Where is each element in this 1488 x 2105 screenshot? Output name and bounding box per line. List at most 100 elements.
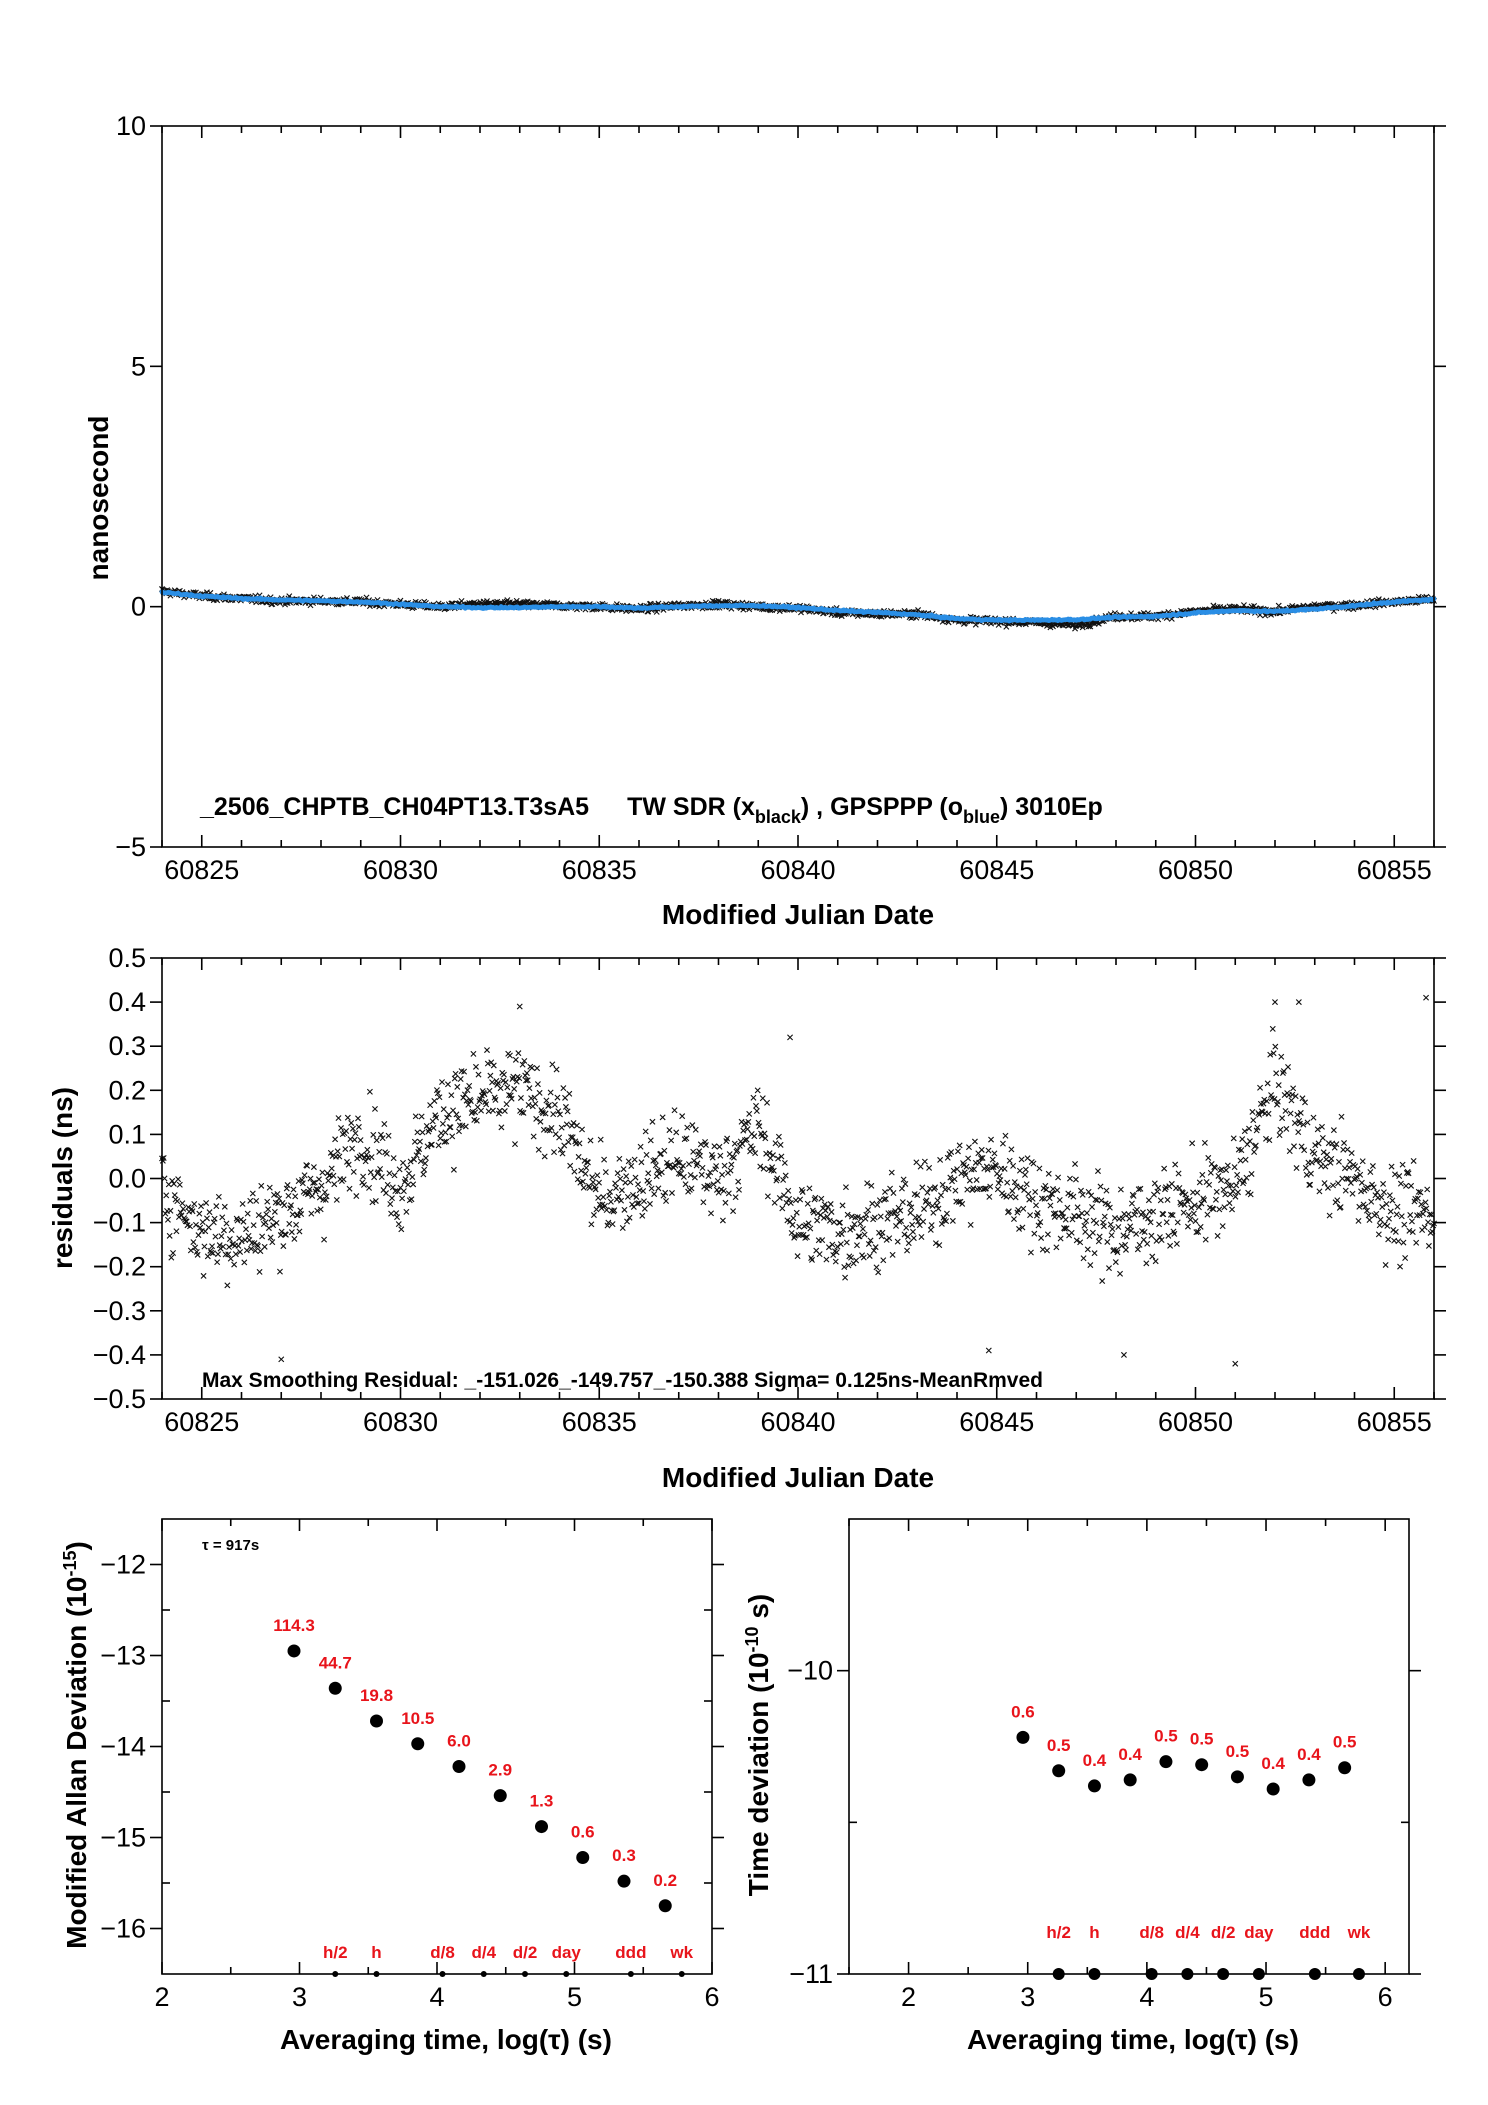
residual-point xyxy=(583,1164,590,1171)
residual-point xyxy=(1276,1132,1283,1139)
residual-point xyxy=(399,1195,406,1202)
y-tick-label: −0.2 xyxy=(93,1252,146,1282)
residual-point xyxy=(1237,1157,1244,1164)
residual-point xyxy=(333,1196,340,1203)
residual-point xyxy=(249,1190,256,1197)
residual-point xyxy=(682,1181,689,1188)
residual-point xyxy=(917,1163,924,1170)
residual-point xyxy=(535,1146,542,1153)
residual-point xyxy=(344,1114,351,1121)
residual-point xyxy=(719,1217,726,1224)
x-tick-label: 3 xyxy=(292,1982,307,2012)
y-tick-label: −0.1 xyxy=(93,1208,146,1238)
residual-point xyxy=(355,1123,362,1130)
residual-point xyxy=(409,1174,416,1181)
residual-point xyxy=(163,1192,170,1199)
residual-point xyxy=(965,1144,972,1151)
y-axis-title: Time deviation (10-10 s) xyxy=(742,1594,774,1897)
residual-point xyxy=(206,1209,213,1216)
residual-point xyxy=(500,1071,507,1078)
deviation-label: 0.5 xyxy=(1047,1736,1071,1755)
residual-point xyxy=(209,1243,216,1250)
residual-point xyxy=(899,1199,906,1206)
residual-point xyxy=(1023,1181,1030,1188)
residual-point xyxy=(1012,1194,1019,1201)
residual-point xyxy=(201,1243,208,1250)
residual-point xyxy=(1408,1182,1415,1189)
y-tick-label: −12 xyxy=(100,1550,146,1580)
residual-point xyxy=(1155,1184,1162,1191)
series-annotation: _2506_CHPTB_CH04PT13.T3sA5 TW SDR (xblack… xyxy=(199,793,1103,827)
residual-point xyxy=(620,1166,627,1173)
residual-point xyxy=(887,1185,894,1192)
tau-note: τ = 917s xyxy=(202,1537,259,1554)
y-tick-label: −14 xyxy=(100,1732,146,1762)
residual-point xyxy=(259,1233,266,1240)
reference-label: wk xyxy=(1347,1923,1371,1942)
y-tick-label: −11 xyxy=(789,1959,833,1989)
residual-point xyxy=(472,1063,479,1070)
residual-point xyxy=(342,1146,349,1153)
residual-point xyxy=(349,1125,356,1132)
residual-point xyxy=(684,1124,691,1131)
residual-point xyxy=(335,1115,342,1122)
residual-point xyxy=(1213,1188,1220,1195)
residual-point xyxy=(1031,1230,1038,1237)
residual-point xyxy=(806,1185,813,1192)
residual-point xyxy=(1394,1203,1401,1210)
residual-point xyxy=(497,1085,504,1092)
residual-point xyxy=(348,1119,355,1126)
residual-point xyxy=(1064,1204,1071,1211)
y-tick-label: −13 xyxy=(100,1641,146,1671)
residual-point xyxy=(430,1124,437,1131)
plot-frame xyxy=(161,125,1435,848)
residual-point xyxy=(865,1207,871,1213)
residual-outlier xyxy=(1423,994,1430,1001)
residual-point xyxy=(1307,1181,1314,1188)
residual-point xyxy=(502,1079,509,1086)
residual-point xyxy=(1342,1187,1349,1194)
residual-point xyxy=(1408,1218,1415,1225)
residual-point xyxy=(1234,1171,1241,1178)
residual-point xyxy=(640,1198,647,1205)
residual-point xyxy=(174,1198,181,1205)
residual-point xyxy=(1279,1115,1286,1122)
residual-point xyxy=(523,1070,530,1077)
residual-point xyxy=(945,1185,952,1192)
residual-point xyxy=(1033,1202,1040,1209)
residual-point xyxy=(350,1168,357,1175)
residual-point xyxy=(874,1201,881,1208)
residual-point xyxy=(1402,1255,1409,1261)
reference-label: d/8 xyxy=(1139,1923,1164,1942)
residual-point xyxy=(265,1206,272,1213)
residual-point xyxy=(1027,1212,1034,1219)
residual-point xyxy=(937,1192,944,1199)
tdev-series: 0.6 0.5 0.4 0.4 0.5 0.5 0.5 0.4 0.4 0.5 h/2 h d/8 d/4… xyxy=(1011,1702,1371,1980)
reference-label: d/8 xyxy=(430,1943,455,1962)
deviation-point xyxy=(1052,1764,1066,1778)
residual-point xyxy=(688,1185,695,1192)
residual-point xyxy=(1378,1194,1385,1201)
x-tick-label: 5 xyxy=(567,1982,582,2012)
residual-point xyxy=(1233,1182,1240,1189)
residual-point xyxy=(1119,1215,1126,1222)
residual-point xyxy=(1223,1167,1230,1174)
residual-point xyxy=(1421,1224,1428,1231)
residual-point xyxy=(624,1193,631,1200)
residual-point xyxy=(517,1094,524,1101)
deviation-point xyxy=(576,1851,590,1865)
residual-point xyxy=(1384,1222,1391,1229)
residual-point xyxy=(1383,1200,1390,1207)
residual-point xyxy=(1190,1210,1197,1217)
residual-point xyxy=(170,1250,177,1256)
residual-point xyxy=(1089,1229,1096,1236)
residual-point xyxy=(593,1206,600,1213)
residual-point xyxy=(831,1219,838,1226)
residual-point xyxy=(1107,1221,1114,1228)
residual-point xyxy=(1286,1148,1293,1155)
residual-point xyxy=(1303,1171,1310,1178)
residual-point xyxy=(793,1209,800,1216)
residual-point xyxy=(388,1210,395,1217)
residual-point xyxy=(387,1201,394,1208)
residual-point xyxy=(573,1122,580,1129)
